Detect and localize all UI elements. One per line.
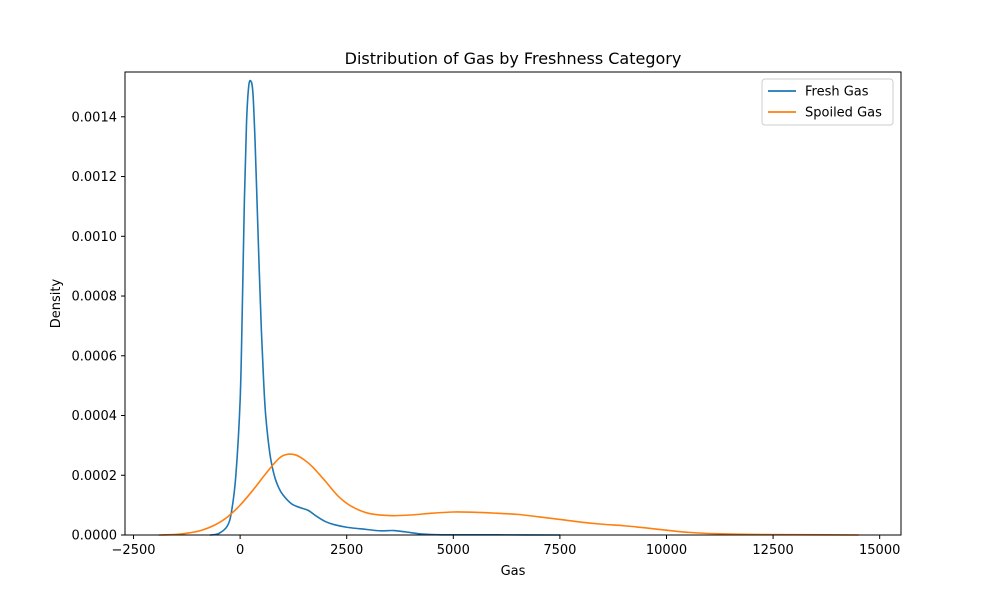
y-tick-label: 0.0014 [72,110,118,125]
y-tick-label: 0.0000 [72,529,118,544]
y-tick-label: 0.0006 [72,349,118,364]
x-tick-label: 7500 [543,543,576,558]
y-tick-label: 0.0010 [72,230,118,245]
legend-label: Spoiled Gas [805,106,882,121]
y-axis-label: Density [49,278,64,328]
x-tick-label: −2500 [112,543,156,558]
x-axis-label: Gas [501,564,526,579]
y-tick-label: 0.0004 [72,409,118,424]
x-tick-label: 0 [236,543,244,558]
x-tick-label: 2500 [330,543,363,558]
y-tick-label: 0.0008 [72,290,118,305]
y-tick-label: 0.0002 [72,469,118,484]
series-line-fresh-gas [209,79,561,536]
plot-lines [158,79,860,536]
y-axis-ticks: 0.0000 0.0002 0.0004 0.0006 0.0008 0.0010 0.00… [72,110,125,544]
chart-title: Distribution of Gas by Freshness Categor… [345,49,682,68]
legend: Fresh Gas Spoiled Gas [761,78,894,126]
x-tick-label: 10000 [646,543,687,558]
x-tick-label: 15000 [859,543,900,558]
y-tick-label: 0.0012 [72,170,118,185]
series-line-spoiled-gas [158,453,860,536]
legend-label: Fresh Gas [805,85,869,100]
x-axis-ticks: −2500 0 2500 5000 7500 10000 12500 15000 [112,535,900,558]
x-tick-label: 12500 [752,543,793,558]
axes-frame [124,71,902,536]
x-tick-label: 5000 [437,543,470,558]
